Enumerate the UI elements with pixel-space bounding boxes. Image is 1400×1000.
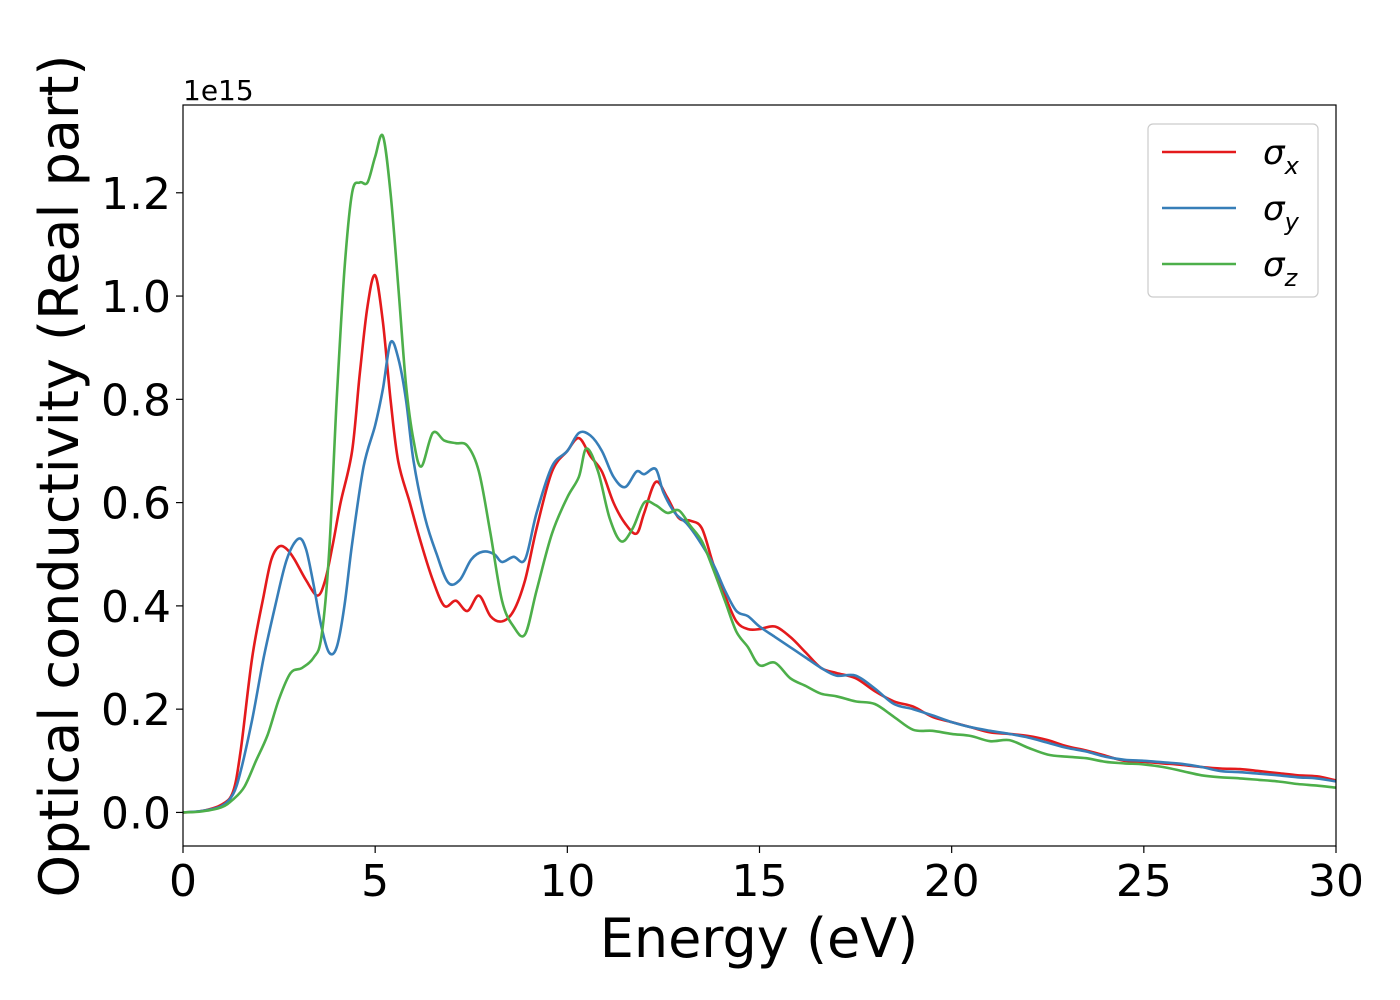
y-tick-label: 0.0 bbox=[101, 788, 171, 839]
series-line-x bbox=[182, 274, 1337, 814]
legend-label-y: σy bbox=[1263, 189, 1300, 236]
legend: σx σy σz bbox=[1147, 123, 1319, 298]
y-tick-label: 1.0 bbox=[101, 272, 171, 323]
series-layer bbox=[182, 133, 1337, 814]
x-axis-label: Energy (eV) bbox=[600, 907, 919, 970]
legend-label-z: σz bbox=[1263, 245, 1299, 292]
legend-label-x: σx bbox=[1263, 133, 1300, 180]
x-tick-label: 10 bbox=[539, 856, 595, 907]
y-axis-label: Optical conductivity (Real part) bbox=[28, 55, 91, 898]
y-tick-label: 1.2 bbox=[101, 169, 171, 220]
series-line-y bbox=[182, 340, 1337, 814]
x-tick-label: 5 bbox=[361, 856, 389, 907]
y-tick-label: 0.6 bbox=[101, 479, 171, 530]
legend-box bbox=[1147, 123, 1319, 298]
x-tick-label: 15 bbox=[732, 856, 788, 907]
x-tick-label: 25 bbox=[1116, 856, 1172, 907]
series-line-z bbox=[182, 133, 1337, 814]
x-tick-label: 0 bbox=[169, 856, 197, 907]
y-axis-ticks: 0.0 0.2 0.4 0.6 0.8 1.0 1.2 bbox=[101, 169, 183, 839]
y-offset-label: 1e15 bbox=[183, 74, 254, 107]
plot-background bbox=[183, 105, 1336, 846]
x-axis-ticks: 0 5 10 15 20 25 30 bbox=[169, 846, 1364, 907]
x-tick-label: 30 bbox=[1308, 856, 1364, 907]
y-tick-label: 0.2 bbox=[101, 685, 171, 736]
y-tick-label: 0.8 bbox=[101, 375, 171, 426]
y-tick-label: 0.4 bbox=[101, 582, 171, 633]
x-tick-label: 20 bbox=[924, 856, 980, 907]
